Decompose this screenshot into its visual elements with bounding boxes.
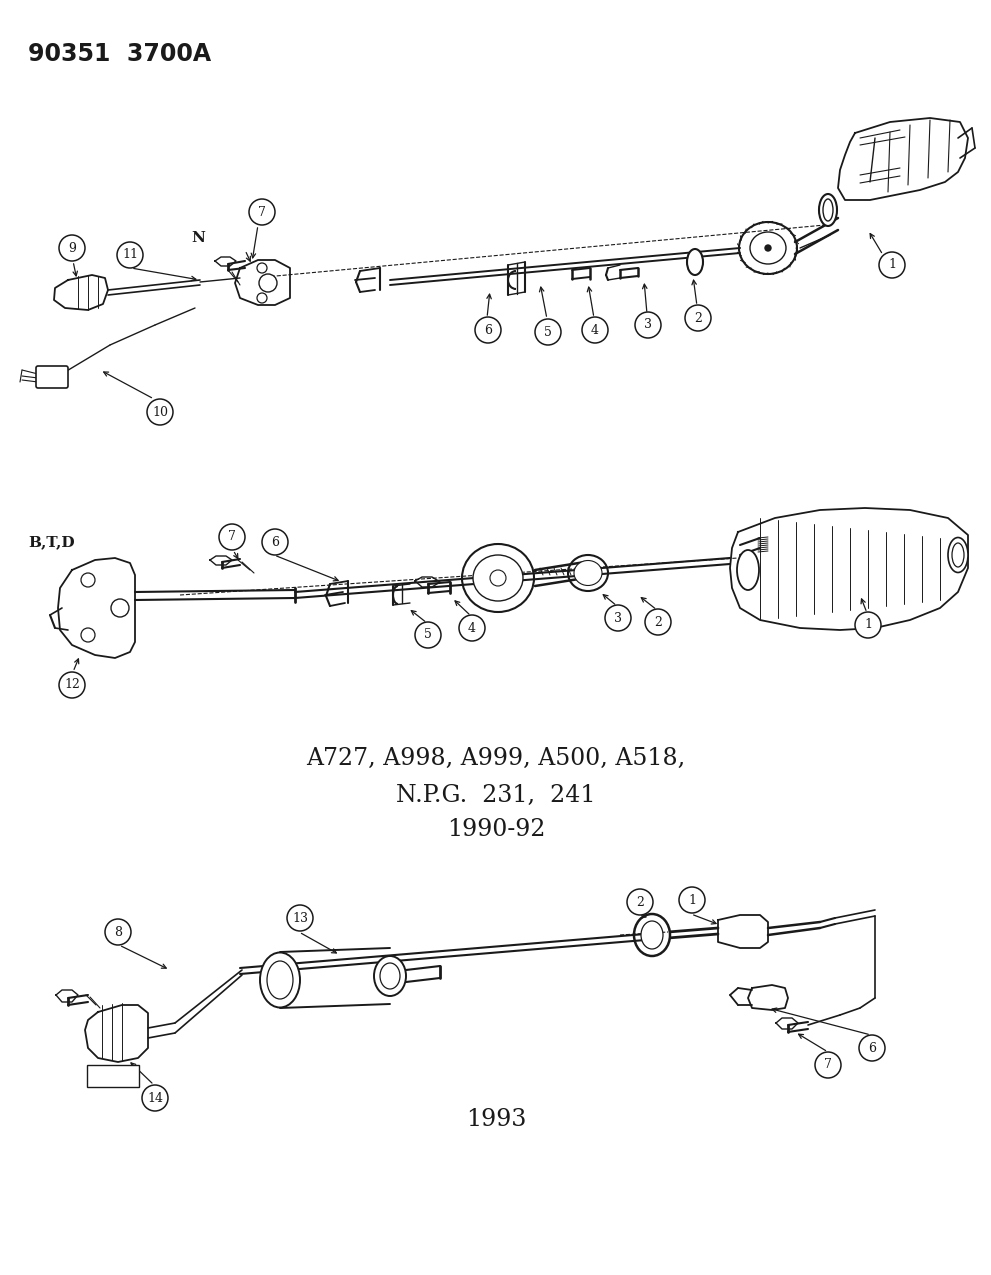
Circle shape [605, 606, 631, 631]
Circle shape [582, 317, 608, 343]
Circle shape [627, 889, 653, 915]
Circle shape [59, 672, 85, 697]
Text: 4: 4 [591, 324, 599, 337]
Text: 3: 3 [614, 612, 622, 625]
Polygon shape [776, 1017, 798, 1029]
Text: 2: 2 [636, 895, 644, 909]
Circle shape [249, 199, 275, 224]
Text: 5: 5 [544, 325, 552, 338]
Text: N.P.G.  231,  241: N.P.G. 231, 241 [396, 784, 596, 807]
Polygon shape [210, 556, 232, 565]
Polygon shape [718, 915, 768, 949]
Ellipse shape [948, 538, 968, 572]
Circle shape [535, 319, 561, 346]
Circle shape [415, 622, 441, 648]
FancyBboxPatch shape [87, 1065, 139, 1088]
Ellipse shape [473, 555, 523, 601]
Polygon shape [215, 258, 236, 266]
Ellipse shape [739, 222, 797, 274]
Circle shape [142, 1085, 168, 1111]
Circle shape [879, 252, 905, 278]
Circle shape [679, 887, 705, 913]
Text: 1990-92: 1990-92 [447, 819, 545, 842]
Polygon shape [85, 1005, 148, 1062]
Circle shape [219, 524, 245, 550]
Text: 1: 1 [888, 259, 896, 272]
Ellipse shape [634, 914, 670, 956]
Text: 90351  3700A: 90351 3700A [28, 42, 211, 66]
Polygon shape [838, 119, 968, 200]
Text: 10: 10 [152, 405, 168, 418]
Circle shape [287, 905, 313, 931]
Polygon shape [58, 558, 135, 658]
Circle shape [117, 242, 143, 268]
Circle shape [262, 529, 288, 555]
Text: 3: 3 [644, 319, 652, 332]
Text: 7: 7 [825, 1058, 831, 1071]
Text: 1: 1 [688, 894, 696, 907]
Text: N: N [191, 231, 205, 245]
Ellipse shape [952, 543, 964, 567]
Text: 7: 7 [228, 530, 236, 543]
Text: B,T,D: B,T,D [28, 536, 74, 550]
Circle shape [645, 609, 671, 635]
Circle shape [147, 399, 173, 425]
Polygon shape [730, 507, 968, 630]
Ellipse shape [380, 963, 400, 989]
Circle shape [257, 263, 267, 273]
Circle shape [765, 245, 771, 251]
Text: 13: 13 [292, 912, 308, 924]
Polygon shape [54, 275, 108, 310]
Circle shape [111, 599, 129, 617]
Text: 6: 6 [484, 324, 492, 337]
Text: 5: 5 [424, 629, 432, 641]
Circle shape [815, 1052, 841, 1077]
Text: 4: 4 [468, 621, 476, 635]
Text: A727, A998, A999, A500, A518,: A727, A998, A999, A500, A518, [306, 746, 686, 770]
Ellipse shape [687, 249, 703, 275]
FancyBboxPatch shape [36, 366, 68, 388]
Ellipse shape [568, 555, 608, 592]
Circle shape [81, 572, 95, 586]
Ellipse shape [462, 544, 534, 612]
Ellipse shape [737, 550, 759, 590]
Text: 9: 9 [68, 241, 76, 255]
Circle shape [105, 919, 131, 945]
Text: 12: 12 [64, 678, 80, 691]
Text: 2: 2 [694, 311, 702, 325]
Text: 2: 2 [654, 616, 662, 629]
Polygon shape [56, 989, 78, 1002]
Circle shape [475, 317, 501, 343]
Circle shape [855, 612, 881, 638]
Ellipse shape [374, 956, 406, 996]
Ellipse shape [750, 232, 786, 264]
Text: 6: 6 [868, 1042, 876, 1054]
Text: 7: 7 [258, 205, 266, 218]
Text: 1993: 1993 [466, 1108, 526, 1131]
Circle shape [59, 235, 85, 261]
Polygon shape [748, 986, 788, 1010]
Circle shape [459, 615, 485, 641]
Text: 6: 6 [271, 536, 279, 548]
Ellipse shape [260, 952, 300, 1007]
Circle shape [685, 305, 711, 332]
Ellipse shape [641, 921, 663, 949]
Text: 14: 14 [147, 1091, 163, 1104]
Circle shape [859, 1035, 885, 1061]
Polygon shape [415, 578, 440, 586]
Text: 8: 8 [114, 926, 122, 938]
Text: 11: 11 [122, 249, 138, 261]
Ellipse shape [574, 561, 602, 585]
Circle shape [635, 312, 661, 338]
Circle shape [257, 293, 267, 303]
Text: 1: 1 [864, 618, 872, 631]
Polygon shape [235, 260, 290, 305]
Circle shape [259, 274, 277, 292]
Ellipse shape [819, 194, 837, 226]
Circle shape [81, 629, 95, 643]
Ellipse shape [823, 199, 833, 221]
Circle shape [490, 570, 506, 586]
Ellipse shape [267, 961, 293, 1000]
